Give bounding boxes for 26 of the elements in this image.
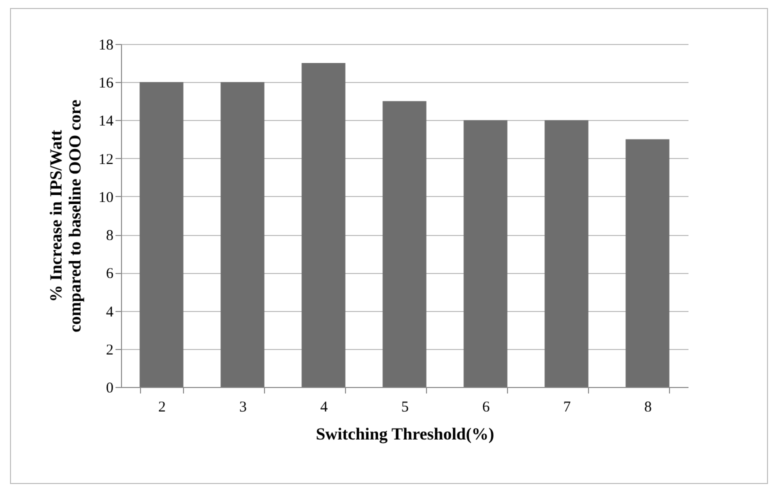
y-tick-label: 8 xyxy=(106,228,114,244)
bar xyxy=(302,63,346,387)
y-tick-label: 2 xyxy=(106,342,114,358)
y-tick-label: 14 xyxy=(98,114,114,130)
x-axis-title: Switching Threshold(%) xyxy=(316,424,494,444)
x-tick-label: 7 xyxy=(563,400,572,416)
y-tick-label: 16 xyxy=(98,76,114,92)
y-tick-label: 6 xyxy=(106,266,114,282)
x-tick-label: 6 xyxy=(482,400,490,416)
y-tick-label: 10 xyxy=(98,190,114,206)
x-tick-label: 4 xyxy=(320,400,328,416)
bar xyxy=(382,101,426,387)
x-tick-label: 3 xyxy=(239,400,247,416)
y-tick-label: 4 xyxy=(106,304,114,320)
x-tick-label: 2 xyxy=(158,400,166,416)
bar xyxy=(140,82,184,387)
y-tick-label: 18 xyxy=(98,38,114,54)
x-tick-label: 8 xyxy=(644,400,652,416)
bar xyxy=(544,120,588,387)
bar xyxy=(464,120,508,387)
bar xyxy=(626,139,670,387)
y-axis-title: % Increase in IPS/Watt compared to baseline OOO core xyxy=(46,99,84,332)
x-tick-label: 5 xyxy=(401,400,409,416)
bar xyxy=(220,82,264,387)
y-tick-label: 0 xyxy=(106,380,114,396)
y-tick-label: 12 xyxy=(98,152,114,168)
